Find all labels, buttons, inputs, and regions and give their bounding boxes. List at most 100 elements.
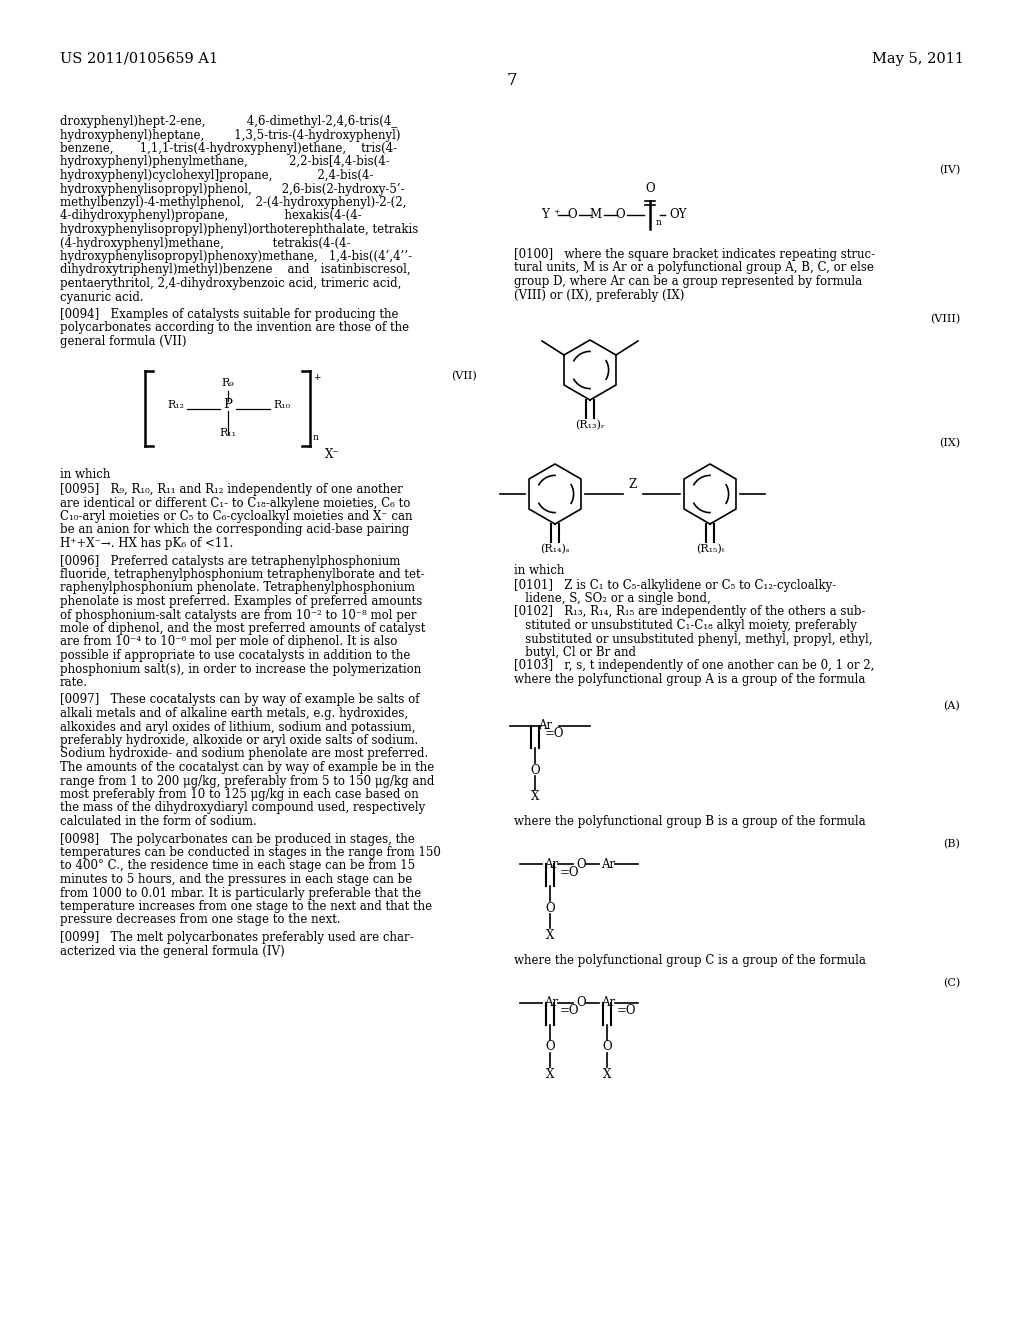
Text: be an anion for which the corresponding acid-base pairing: be an anion for which the corresponding … xyxy=(60,524,410,536)
Text: (IX): (IX) xyxy=(939,438,961,449)
Text: (R₁₄)ₛ: (R₁₄)ₛ xyxy=(541,544,569,554)
Text: O: O xyxy=(602,1040,611,1053)
Text: Ar: Ar xyxy=(544,997,558,1008)
Text: minutes to 5 hours, and the pressures in each stage can be: minutes to 5 hours, and the pressures in… xyxy=(60,873,413,886)
Text: temperature increases from one stage to the next and that the: temperature increases from one stage to … xyxy=(60,900,432,913)
Text: +: + xyxy=(313,374,321,383)
Text: are from 10⁻⁴ to 10⁻⁶ mol per mole of diphenol. It is also: are from 10⁻⁴ to 10⁻⁶ mol per mole of di… xyxy=(60,635,397,648)
Text: [0096]   Preferred catalysts are tetraphenylphosphonium: [0096] Preferred catalysts are tetraphen… xyxy=(60,554,400,568)
Text: [0103]   r, s, t independently of one another can be 0, 1 or 2,: [0103] r, s, t independently of one anot… xyxy=(514,660,874,672)
Text: (A): (A) xyxy=(943,701,961,710)
Text: methylbenzyl)-4-methylphenol,   2-(4-hydroxyphenyl)-2-(2,: methylbenzyl)-4-methylphenol, 2-(4-hydro… xyxy=(60,195,407,209)
Text: (B): (B) xyxy=(943,840,961,849)
Text: The amounts of the cocatalyst can by way of example be in the: The amounts of the cocatalyst can by way… xyxy=(60,762,434,774)
Text: [0098]   The polycarbonates can be produced in stages, the: [0098] The polycarbonates can be produce… xyxy=(60,833,415,846)
Text: butyl, Cl or Br and: butyl, Cl or Br and xyxy=(514,645,636,659)
Text: R₉: R₉ xyxy=(221,379,234,388)
Text: rate.: rate. xyxy=(60,676,88,689)
Text: M: M xyxy=(589,209,601,222)
Text: acterized via the general formula (IV): acterized via the general formula (IV) xyxy=(60,945,285,957)
Text: +: + xyxy=(553,209,559,216)
Text: fluoride, tetraphenylphosphonium tetraphenylborate and tet-: fluoride, tetraphenylphosphonium tetraph… xyxy=(60,568,425,581)
Text: O: O xyxy=(545,1040,555,1053)
Text: hydroxyphenylisopropyl)phenyl)orthoterephthalate, tetrakis: hydroxyphenylisopropyl)phenyl)orthoterep… xyxy=(60,223,418,236)
Text: the mass of the dihydroxydiaryl compound used, respectively: the mass of the dihydroxydiaryl compound… xyxy=(60,801,425,814)
Text: preferably hydroxide, alkoxide or aryl oxide salts of sodium.: preferably hydroxide, alkoxide or aryl o… xyxy=(60,734,418,747)
Text: 7: 7 xyxy=(507,73,517,88)
Text: alkali metals and of alkaline earth metals, e.g. hydroxides,: alkali metals and of alkaline earth meta… xyxy=(60,708,409,719)
Text: phenolate is most preferred. Examples of preferred amounts: phenolate is most preferred. Examples of… xyxy=(60,595,422,609)
Text: X: X xyxy=(546,929,554,942)
Text: of phosphonium-salt catalysts are from 10⁻² to 10⁻⁸ mol per: of phosphonium-salt catalysts are from 1… xyxy=(60,609,417,622)
Text: (IV): (IV) xyxy=(939,165,961,176)
Text: X: X xyxy=(546,1068,554,1081)
Text: raphenylphosphonium phenolate. Tetraphenylphosphonium: raphenylphosphonium phenolate. Tetraphen… xyxy=(60,582,415,594)
Text: most preferably from 10 to 125 μg/kg in each case based on: most preferably from 10 to 125 μg/kg in … xyxy=(60,788,419,801)
Text: group D, where Ar can be a group represented by formula: group D, where Ar can be a group represe… xyxy=(514,275,862,288)
Text: n: n xyxy=(313,433,318,442)
Text: possible if appropriate to use cocatalysts in addition to the: possible if appropriate to use cocatalys… xyxy=(60,649,411,663)
Text: (VII): (VII) xyxy=(452,371,477,380)
Text: phosphonium salt(s), in order to increase the polymerization: phosphonium salt(s), in order to increas… xyxy=(60,663,421,676)
Text: O: O xyxy=(615,209,625,222)
Text: [0102]   R₁₃, R₁₄, R₁₅ are independently of the others a sub-: [0102] R₁₃, R₁₄, R₁₅ are independently o… xyxy=(514,606,865,619)
Text: polycarbonates according to the invention are those of the: polycarbonates according to the inventio… xyxy=(60,322,410,334)
Text: P: P xyxy=(223,399,232,412)
Text: hydroxyphenyl)cyclohexyl]propane,            2,4-bis(4-: hydroxyphenyl)cyclohexyl]propane, 2,4-bi… xyxy=(60,169,374,182)
Text: O: O xyxy=(575,858,586,870)
Text: =O: =O xyxy=(617,1005,637,1016)
Text: [0099]   The melt polycarbonates preferably used are char-: [0099] The melt polycarbonates preferabl… xyxy=(60,931,414,944)
Text: (R₁₅)ₜ: (R₁₅)ₜ xyxy=(695,544,724,554)
Text: cyanuric acid.: cyanuric acid. xyxy=(60,290,143,304)
Text: Y: Y xyxy=(541,209,549,222)
Text: =O: =O xyxy=(560,1005,580,1016)
Text: 4-dihydroxyphenyl)propane,               hexakis(4-(4-: 4-dihydroxyphenyl)propane, hexakis(4-(4- xyxy=(60,210,361,223)
Text: n: n xyxy=(656,218,662,227)
Text: where the polyfunctional group B is a group of the formula: where the polyfunctional group B is a gr… xyxy=(514,816,865,829)
Text: droxyphenyl)hept-2-ene,           4,6-dimethyl-2,4,6-tris(4_: droxyphenyl)hept-2-ene, 4,6-dimethyl-2,4… xyxy=(60,115,397,128)
Text: X: X xyxy=(603,1068,611,1081)
Text: to 400° C., the residence time in each stage can be from 15: to 400° C., the residence time in each s… xyxy=(60,859,415,873)
Text: C₁₀-aryl moieties or C₅ to C₆-cycloalkyl moieties and X⁻ can: C₁₀-aryl moieties or C₅ to C₆-cycloalkyl… xyxy=(60,510,413,523)
Text: benzene,       1,1,1-tris(4-hydroxyphenyl)ethane,    tris(4-: benzene, 1,1,1-tris(4-hydroxyphenyl)etha… xyxy=(60,143,397,154)
Text: (VIII) or (IX), preferably (IX): (VIII) or (IX), preferably (IX) xyxy=(514,289,684,301)
Text: substituted or unsubstituted phenyl, methyl, propyl, ethyl,: substituted or unsubstituted phenyl, met… xyxy=(514,632,872,645)
Text: X: X xyxy=(530,791,540,804)
Text: hydroxyphenylisopropyl)phenoxy)methane,   1,4-bis((4’,4’’-: hydroxyphenylisopropyl)phenoxy)methane, … xyxy=(60,249,412,263)
Text: Ar: Ar xyxy=(544,858,558,870)
Text: Ar: Ar xyxy=(601,858,615,870)
Text: general formula (VII): general formula (VII) xyxy=(60,335,186,348)
Text: O: O xyxy=(575,997,586,1008)
Text: hydroxyphenyl)heptane,        1,3,5-tris-(4-hydroxyphenyl): hydroxyphenyl)heptane, 1,3,5-tris-(4-hyd… xyxy=(60,128,400,141)
Text: stituted or unsubstituted C₁-C₁₈ alkyl moiety, preferably: stituted or unsubstituted C₁-C₁₈ alkyl m… xyxy=(514,619,857,632)
Text: R₁₀: R₁₀ xyxy=(273,400,290,411)
Text: dihydroxytriphenyl)methyl)benzene    and   isatinbiscresol,: dihydroxytriphenyl)methyl)benzene and is… xyxy=(60,264,411,276)
Text: [0094]   Examples of catalysts suitable for producing the: [0094] Examples of catalysts suitable fo… xyxy=(60,308,398,321)
Text: May 5, 2011: May 5, 2011 xyxy=(872,51,964,66)
Text: where the polyfunctional group C is a group of the formula: where the polyfunctional group C is a gr… xyxy=(514,954,866,968)
Text: =O: =O xyxy=(560,866,580,879)
Text: (4-hydroxyphenyl)methane,             tetrakis(4-(4-: (4-hydroxyphenyl)methane, tetrakis(4-(4- xyxy=(60,236,350,249)
Text: O: O xyxy=(545,902,555,915)
Text: in which: in which xyxy=(60,467,111,480)
Text: OY: OY xyxy=(669,209,686,222)
Text: [0101]   Z is C₁ to C₅-alkylidene or C₅ to C₁₂-cycloalky-: [0101] Z is C₁ to C₅-alkylidene or C₅ to… xyxy=(514,578,837,591)
Text: calculated in the form of sodium.: calculated in the form of sodium. xyxy=(60,814,257,828)
Text: lidene, S, SO₂ or a single bond,: lidene, S, SO₂ or a single bond, xyxy=(514,591,711,605)
Text: pressure decreases from one stage to the next.: pressure decreases from one stage to the… xyxy=(60,913,341,927)
Text: from 1000 to 0.01 mbar. It is particularly preferable that the: from 1000 to 0.01 mbar. It is particular… xyxy=(60,887,421,899)
Text: (VIII): (VIII) xyxy=(930,314,961,325)
Text: where the polyfunctional group A is a group of the formula: where the polyfunctional group A is a gr… xyxy=(514,673,865,686)
Text: O: O xyxy=(645,182,654,195)
Text: alkoxides and aryl oxides of lithium, sodium and potassium,: alkoxides and aryl oxides of lithium, so… xyxy=(60,721,416,734)
Text: [0097]   These cocatalysts can by way of example be salts of: [0097] These cocatalysts can by way of e… xyxy=(60,693,420,706)
Text: (R₁₃)ᵣ: (R₁₃)ᵣ xyxy=(575,420,605,430)
Text: H⁺+X⁻→. HX has pK₆ of <11.: H⁺+X⁻→. HX has pK₆ of <11. xyxy=(60,537,233,550)
Text: O: O xyxy=(567,209,577,222)
Text: in which: in which xyxy=(514,564,564,577)
Text: X⁻: X⁻ xyxy=(325,447,340,461)
Text: temperatures can be conducted in stages in the range from 150: temperatures can be conducted in stages … xyxy=(60,846,441,859)
Text: hydroxyphenylisopropyl)phenol,        2,6-bis(2-hydroxy-5’-: hydroxyphenylisopropyl)phenol, 2,6-bis(2… xyxy=(60,182,404,195)
Text: (C): (C) xyxy=(943,978,961,987)
Text: R₁₂: R₁₂ xyxy=(167,400,184,411)
